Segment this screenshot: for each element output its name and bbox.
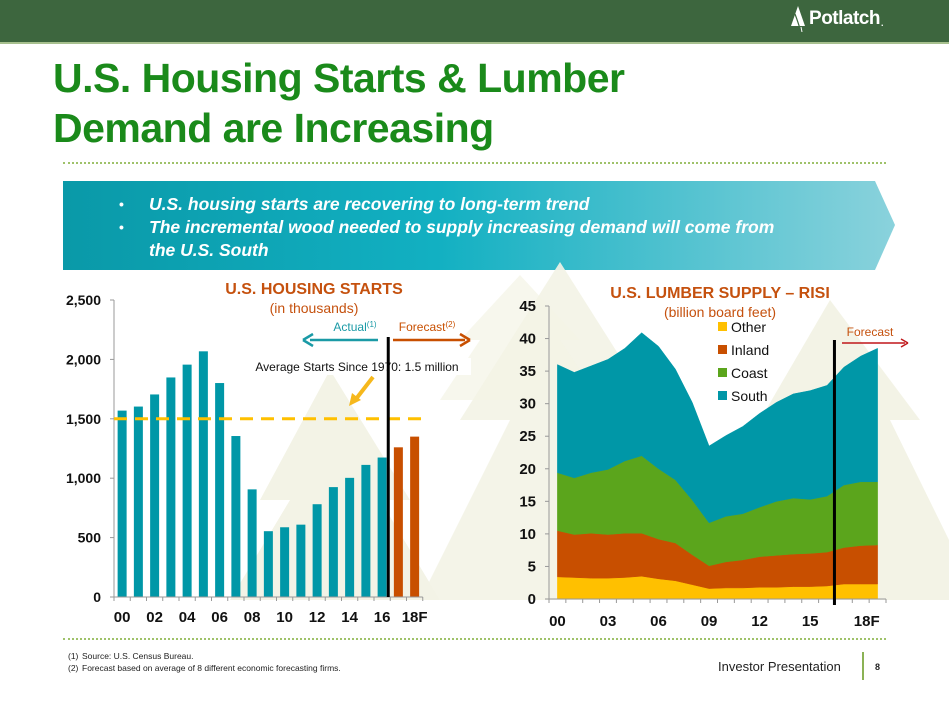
bar-actual-09 xyxy=(263,531,273,597)
x-tick-label: 04 xyxy=(179,609,196,626)
x-tick-label: 18F xyxy=(402,609,428,626)
x-tick-label: 12 xyxy=(751,613,768,630)
lumber-chart-title: U.S. LUMBER SUPPLY – RISI xyxy=(610,285,830,302)
footer-label: Investor Presentation xyxy=(718,659,841,674)
x-tick-label: 15 xyxy=(802,613,819,630)
bullet-item: U.S. housing starts are recovering to lo… xyxy=(119,193,789,216)
lumber-legend: Other Inland Coast South xyxy=(718,319,769,404)
y-tick-label: 35 xyxy=(519,363,536,380)
bar-actual-04 xyxy=(182,364,192,597)
legend-swatch-other xyxy=(718,322,727,331)
housing-chart-title: U.S. HOUSING STARTS xyxy=(225,281,403,298)
housing-chart-subtitle: (in thousands) xyxy=(270,300,359,316)
legend-label-south: South xyxy=(731,388,768,404)
legend-swatch-coast xyxy=(718,368,727,377)
bar-actual-11 xyxy=(296,524,306,597)
y-tick-label: 10 xyxy=(519,526,536,543)
bar-actual-10 xyxy=(280,527,290,597)
reference-line-label: Average Starts Since 1970: 1.5 million xyxy=(255,360,458,374)
page-title: U.S. Housing Starts & Lumber Demand are … xyxy=(53,53,625,153)
title-line-2: Demand are Increasing xyxy=(53,105,494,151)
x-tick-label: 09 xyxy=(701,613,718,630)
housing-starts-chart: U.S. HOUSING STARTS (in thousands) 0 500 1… xyxy=(66,281,471,626)
y-tick-label: 0 xyxy=(93,589,101,605)
x-tick-label: 18F xyxy=(854,613,880,630)
bullet-item: The incremental wood needed to supply in… xyxy=(119,216,789,262)
x-tick-label: 02 xyxy=(146,609,163,626)
reference-label-bg xyxy=(243,358,471,375)
y-tick-label: 25 xyxy=(519,428,536,445)
footnote-1: (1) Source: U.S. Census Bureau. xyxy=(68,651,194,661)
bar-forecast-17F xyxy=(393,447,403,597)
x-tick-label: 08 xyxy=(244,609,261,626)
x-tick-label: 00 xyxy=(114,609,131,626)
forecast-label-left: Forecast(2) xyxy=(399,320,456,334)
x-tick-label: 03 xyxy=(600,613,617,630)
legend-swatch-inland xyxy=(718,345,727,354)
legend-swatch-south xyxy=(718,391,727,400)
x-tick-label: 16 xyxy=(374,609,391,626)
bar-actual-15 xyxy=(361,464,371,597)
bar-actual-05 xyxy=(198,351,208,597)
bar-actual-07 xyxy=(231,436,241,597)
logo-dot: . xyxy=(880,18,884,28)
actual-label: Actual(1) xyxy=(333,320,376,334)
lumber-forecast-arrow xyxy=(842,338,909,348)
bar-actual-12 xyxy=(312,504,322,597)
y-tick-label: 2,000 xyxy=(66,351,101,367)
x-tick-label: 14 xyxy=(341,609,358,626)
area-south xyxy=(557,332,878,524)
footnotes: (1) Source: U.S. Census Bureau. (2) Foreca… xyxy=(68,651,341,674)
y-tick-label: 500 xyxy=(78,530,102,546)
bar-actual-16 xyxy=(377,457,387,597)
bar-actual-03 xyxy=(166,377,176,597)
banner-bullets: U.S. housing starts are recovering to lo… xyxy=(119,193,789,262)
y-tick-label: 45 xyxy=(519,298,536,315)
lumber-forecast-label: Forecast xyxy=(847,325,894,339)
legend-label-coast: Coast xyxy=(731,365,768,381)
bar-actual-14 xyxy=(345,477,355,597)
footer-separator xyxy=(862,652,864,680)
y-tick-label: 15 xyxy=(519,493,536,510)
y-tick-label: 5 xyxy=(528,558,536,575)
page-number: 8 xyxy=(875,662,881,672)
footnote-2: (2) Forecast based on average of 8 differ… xyxy=(68,662,341,673)
reference-pointer-arrow xyxy=(349,375,375,406)
forecast-arrow-left xyxy=(393,332,471,348)
x-tick-label: 06 xyxy=(650,613,667,630)
legend-label-other: Other xyxy=(731,319,766,335)
tree-logo-icon xyxy=(791,6,806,32)
logo-text: Potlatch xyxy=(809,8,880,29)
legend-label-inland: Inland xyxy=(731,342,769,358)
bar-actual-06 xyxy=(215,383,225,597)
bar-actual-13 xyxy=(328,487,338,597)
y-tick-label: 40 xyxy=(519,331,536,348)
bar-actual-01 xyxy=(133,406,143,597)
y-tick-label: 20 xyxy=(519,461,536,478)
y-tick-label: 30 xyxy=(519,396,536,413)
y-tick-label: 0 xyxy=(528,591,536,608)
bar-forecast-18F xyxy=(410,436,420,597)
y-tick-label: 2,500 xyxy=(66,292,101,308)
x-tick-label: 10 xyxy=(276,609,293,626)
title-line-1: U.S. Housing Starts & Lumber xyxy=(53,55,625,101)
header-bar: Potlatch. xyxy=(0,0,949,44)
actual-arrow xyxy=(302,332,378,348)
bar-actual-00 xyxy=(117,410,127,597)
bottom-divider xyxy=(63,638,886,640)
potlatch-logo: Potlatch. xyxy=(790,6,884,32)
key-points-banner: U.S. housing starts are recovering to lo… xyxy=(63,181,895,270)
y-tick-label: 1,000 xyxy=(66,470,101,486)
x-tick-label: 06 xyxy=(211,609,228,626)
x-tick-label: 00 xyxy=(549,613,566,630)
lumber-supply-chart: U.S. LUMBER SUPPLY – RISI (billion board… xyxy=(519,285,909,630)
top-divider xyxy=(63,162,886,164)
y-tick-label: 1,500 xyxy=(66,411,101,427)
bar-actual-08 xyxy=(247,489,257,597)
lumber-chart-subtitle: (billion board feet) xyxy=(664,304,776,320)
x-tick-label: 12 xyxy=(309,609,326,626)
bar-actual-02 xyxy=(150,394,160,597)
